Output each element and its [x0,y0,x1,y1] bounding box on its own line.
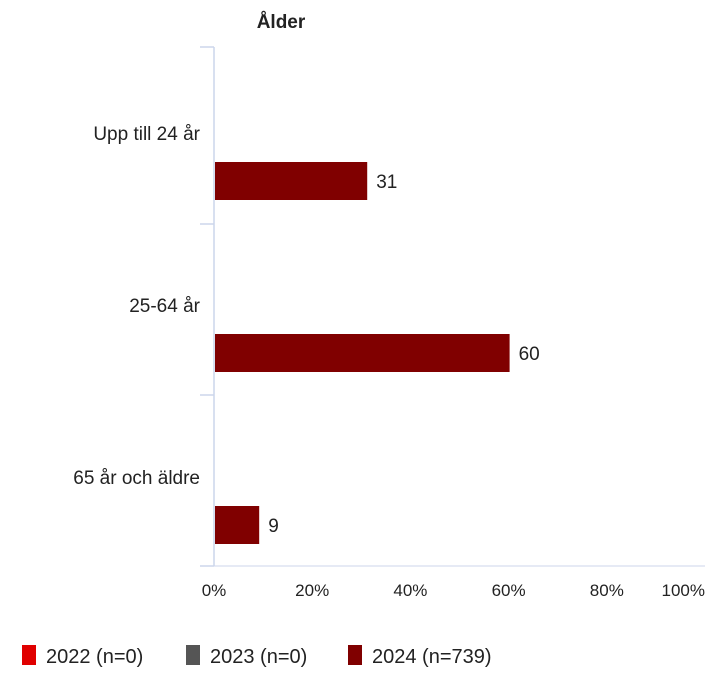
legend-item[interactable]: 2022 (n=0) [22,645,143,668]
legend-label: 2022 (n=0) [46,646,143,668]
category-label: Upp till 24 år [93,124,200,145]
x-tick-label: 80% [590,581,624,600]
bar[interactable] [215,506,260,544]
chart-title: Ålder [257,12,306,33]
data-labels: 31 60 9 [268,172,540,537]
legend-item[interactable]: 2024 (n=739) [348,645,492,668]
x-tick-label: 100% [662,581,705,600]
legend-swatch [348,645,362,665]
x-axis-tick-labels: 0% 20% 40% 60% 80% 100% [202,581,705,600]
category-labels: Upp till 24 år 25-64 år 65 år och äldre [73,124,200,489]
category-label: 25-64 år [129,296,200,317]
legend-swatch [186,645,200,665]
x-tick-label: 40% [393,581,427,600]
x-tick-label: 60% [492,581,526,600]
bar[interactable] [215,162,368,200]
x-tick-label: 0% [202,581,227,600]
category-label: 65 år och äldre [73,468,200,489]
data-label: 60 [519,344,540,365]
legend[interactable]: 2022 (n=0) 2023 (n=0) 2024 (n=739) [22,645,492,668]
x-tick-label: 20% [295,581,329,600]
data-label: 31 [376,172,397,193]
bars [215,162,510,544]
legend-label: 2023 (n=0) [210,646,307,668]
legend-swatch [22,645,36,665]
bar[interactable] [215,334,510,372]
data-label: 9 [268,516,279,537]
legend-label: 2024 (n=739) [372,646,492,668]
legend-item[interactable]: 2023 (n=0) [186,645,307,668]
